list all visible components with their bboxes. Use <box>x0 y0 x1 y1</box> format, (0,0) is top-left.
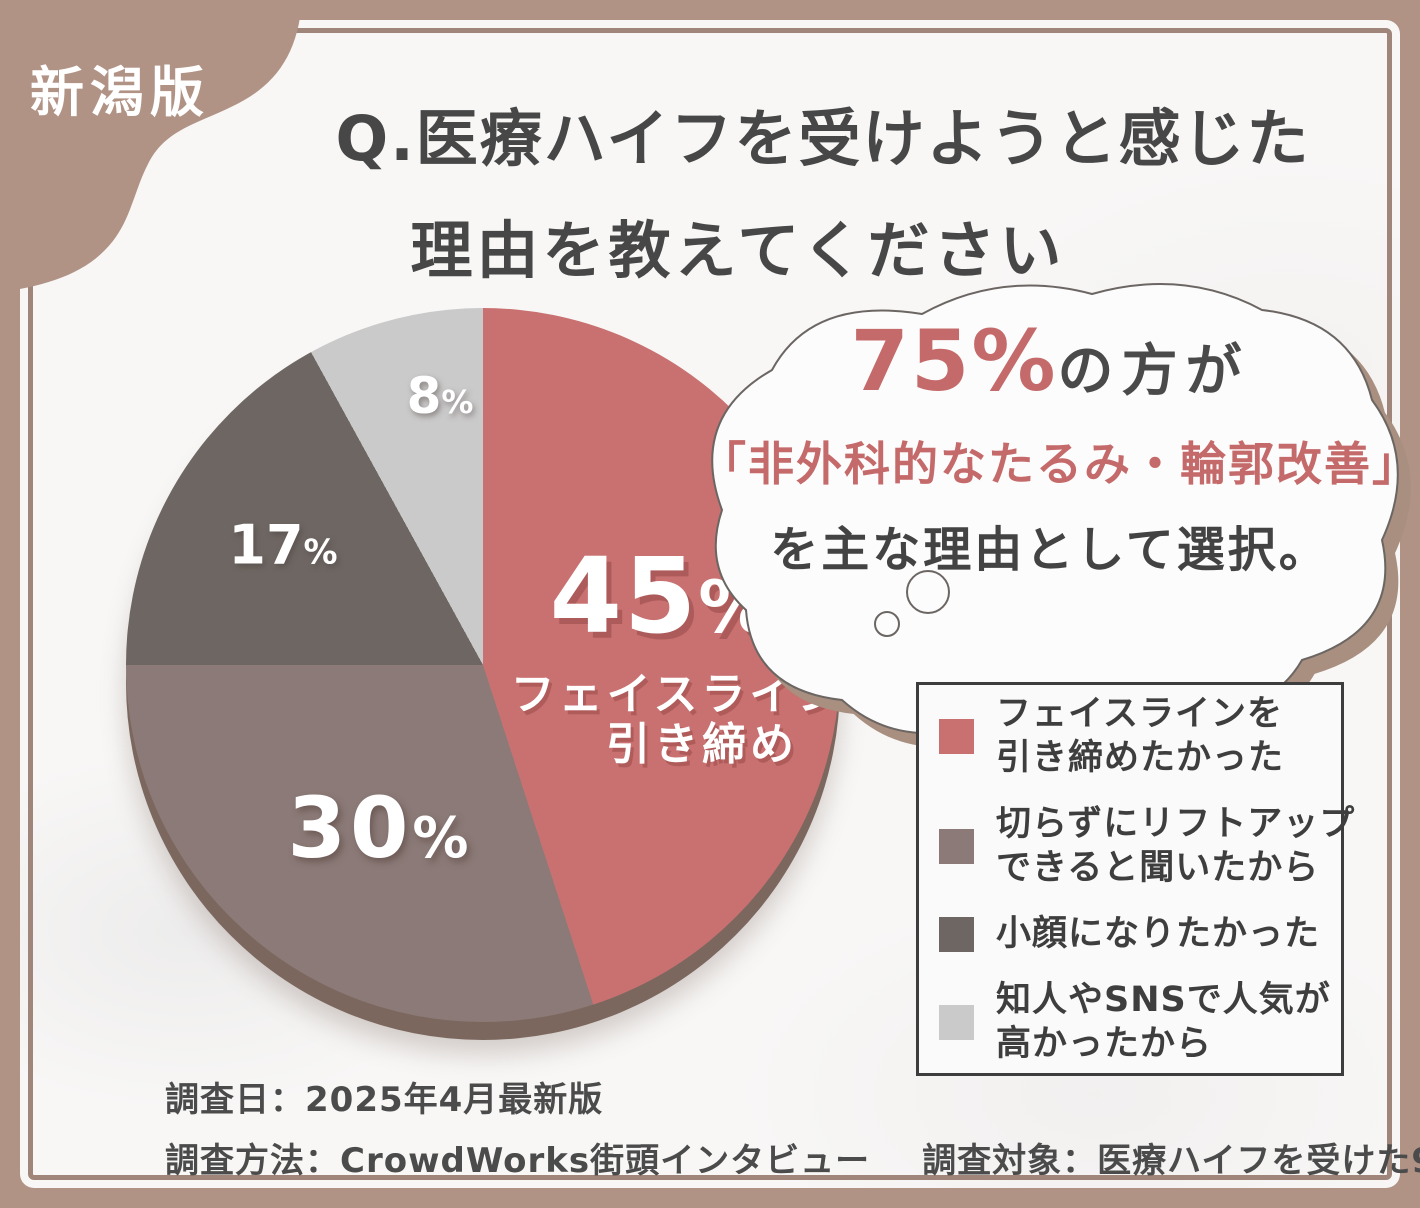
legend-swatch <box>939 828 974 864</box>
legend-item-liftup: 切らずにリフトアップ できると聞いたから <box>939 802 1354 890</box>
bubble-tail-dot-small <box>874 611 900 637</box>
slice-label-30: 30% <box>287 779 469 877</box>
survey-method: 調査方法：CrowdWorks街頭インタビュー <box>165 1141 871 1181</box>
legend-swatch <box>939 718 974 754</box>
legend-item-faceline: フェイスラインを 引き締めたかった <box>939 692 1323 780</box>
blob-shape-graphic <box>0 0 302 292</box>
survey-date: 調査日：2025年4月最新版 <box>165 1080 604 1120</box>
slice-sublabel-line2: 引き締め <box>606 719 798 770</box>
legend-label-line: 切らずにリフトアップ <box>996 804 1356 844</box>
slice-label-17: 17% <box>228 513 338 577</box>
legend-label-line: フェイスラインを <box>996 694 1283 734</box>
legend-item-smallface: 小顔になりたかった <box>939 912 1323 956</box>
thought-bubble <box>711 283 1399 735</box>
bubble-line-1: 75%の方が <box>850 312 1250 410</box>
survey-footnote: 調査日：2025年4月最新版 調査方法：CrowdWorks街頭インタビュー 調… <box>165 1072 1420 1182</box>
chart-legend: フェイスラインを 引き締めたかった 切らずにリフトアップ できると聞いたから 小… <box>916 682 1354 1076</box>
legend-swatch <box>939 1004 974 1040</box>
legend-label-line: 小顔になりたかった <box>996 914 1321 954</box>
title-line-1: Q.医療ハイフを受けようと感じた <box>335 102 1311 175</box>
legend-label-line: 引き締めたかった <box>996 738 1285 778</box>
edition-badge: 新潟版 <box>30 61 210 124</box>
legend-item-sns: 知人やSNSで人気が 高かったから <box>939 978 1330 1066</box>
legend-label-line: 高かったから <box>996 1024 1213 1064</box>
legend-swatch <box>939 916 974 952</box>
slice-label-8: 8% <box>406 367 474 425</box>
bubble-line-3: を主な理由として選択。 <box>770 522 1330 578</box>
page-title: Q.医療ハイフを受けようと感じた 理由を教えてください <box>240 88 1406 290</box>
corner-blob: 新潟版 <box>0 0 340 330</box>
bubble-line-2: 「非外科的なたるみ・輪郭改善」 <box>700 437 1420 491</box>
bubble-highlight-pct: 75% <box>850 312 1058 410</box>
bubble-text: 75%の方が 「非外科的なたるみ・輪郭改善」 を主な理由として選択。 <box>700 312 1420 580</box>
bubble-tail-dot-large <box>906 570 950 614</box>
survey-subject: 調査対象：医療ハイフを受けた96人 <box>922 1141 1420 1181</box>
legend-label-line: できると聞いたから <box>996 848 1320 888</box>
title-line-2: 理由を教えてください <box>410 214 1066 287</box>
legend-label-line: 知人やSNSで人気が <box>996 980 1331 1020</box>
